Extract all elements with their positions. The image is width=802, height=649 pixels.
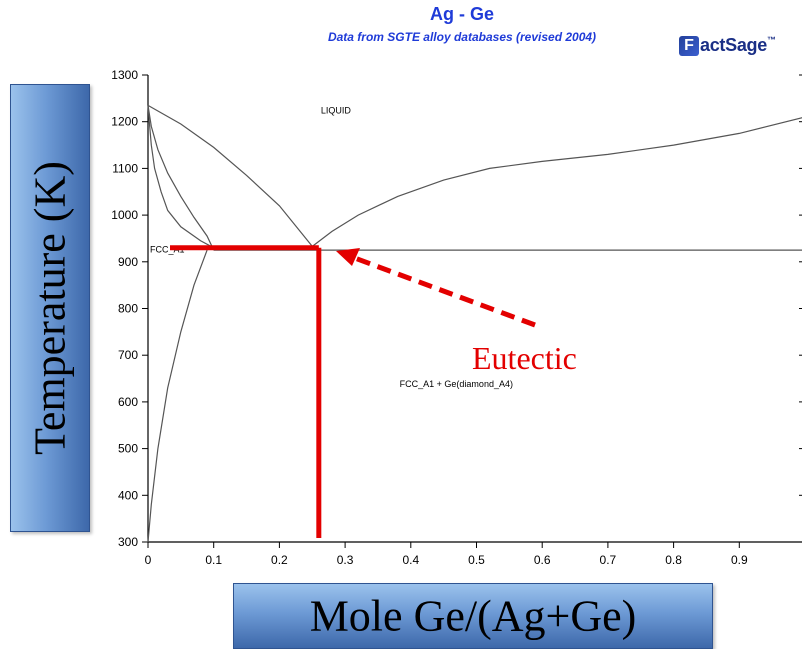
region-label: LIQUID: [321, 105, 352, 115]
x-tick-label: 0.8: [665, 553, 682, 567]
x-tick-label: 0.3: [337, 553, 354, 567]
x-tick-label: 0.9: [731, 553, 748, 567]
factsage-logo-text: actSage: [700, 35, 767, 55]
region-label: FCC_A1: [150, 244, 185, 254]
phase-boundary-3: [147, 105, 215, 251]
eutectic-arrow-head: [336, 248, 360, 266]
x-tick-label: 0.7: [600, 553, 617, 567]
x-axis-label-banner: Mole Ge/(Ag+Ge): [233, 583, 713, 649]
phase-boundary-4: [147, 105, 214, 249]
y-axis-label: Temperature (K): [25, 161, 75, 455]
factsage-logo-sup: ™: [766, 35, 776, 45]
y-tick-label: 1000: [111, 208, 138, 222]
y-tick-label: 700: [118, 348, 138, 362]
x-axis-label: Mole Ge/(Ag+Ge): [309, 591, 637, 641]
eutectic-annotation-label: Eutectic: [472, 340, 577, 376]
x-tick-label: 0.1: [205, 553, 222, 567]
x-tick-label: 0.4: [402, 553, 419, 567]
y-axis-label-banner: Temperature (K): [10, 84, 90, 532]
y-tick-label: 600: [118, 395, 138, 409]
region-label: FCC_A1 + Ge(diamond_A4): [400, 379, 513, 389]
x-tick-label: 0.2: [271, 553, 288, 567]
eutectic-arrow-shaft: [351, 254, 536, 328]
chart-subtitle: Data from SGTE alloy databases (revised …: [327, 30, 597, 44]
phase-boundary-1: [147, 104, 313, 247]
y-tick-label: 300: [118, 535, 138, 549]
phase-boundary-2: [311, 117, 802, 247]
y-tick-label: 1100: [112, 161, 138, 175]
chart-title: Ag - Ge: [429, 4, 494, 24]
y-tick-label: 1300: [111, 68, 138, 82]
x-tick-label: 0: [145, 553, 152, 567]
x-tick-label: 0.6: [534, 553, 551, 567]
x-tick-label: 0.5: [468, 553, 485, 567]
y-tick-label: 1200: [111, 115, 138, 129]
y-tick-label: 900: [118, 255, 138, 269]
phase-boundary-5: [147, 249, 208, 543]
y-tick-label: 400: [118, 488, 138, 502]
y-tick-label: 800: [118, 302, 138, 316]
y-tick-label: 500: [118, 442, 138, 456]
factsage-logo-mark: F: [679, 35, 699, 56]
